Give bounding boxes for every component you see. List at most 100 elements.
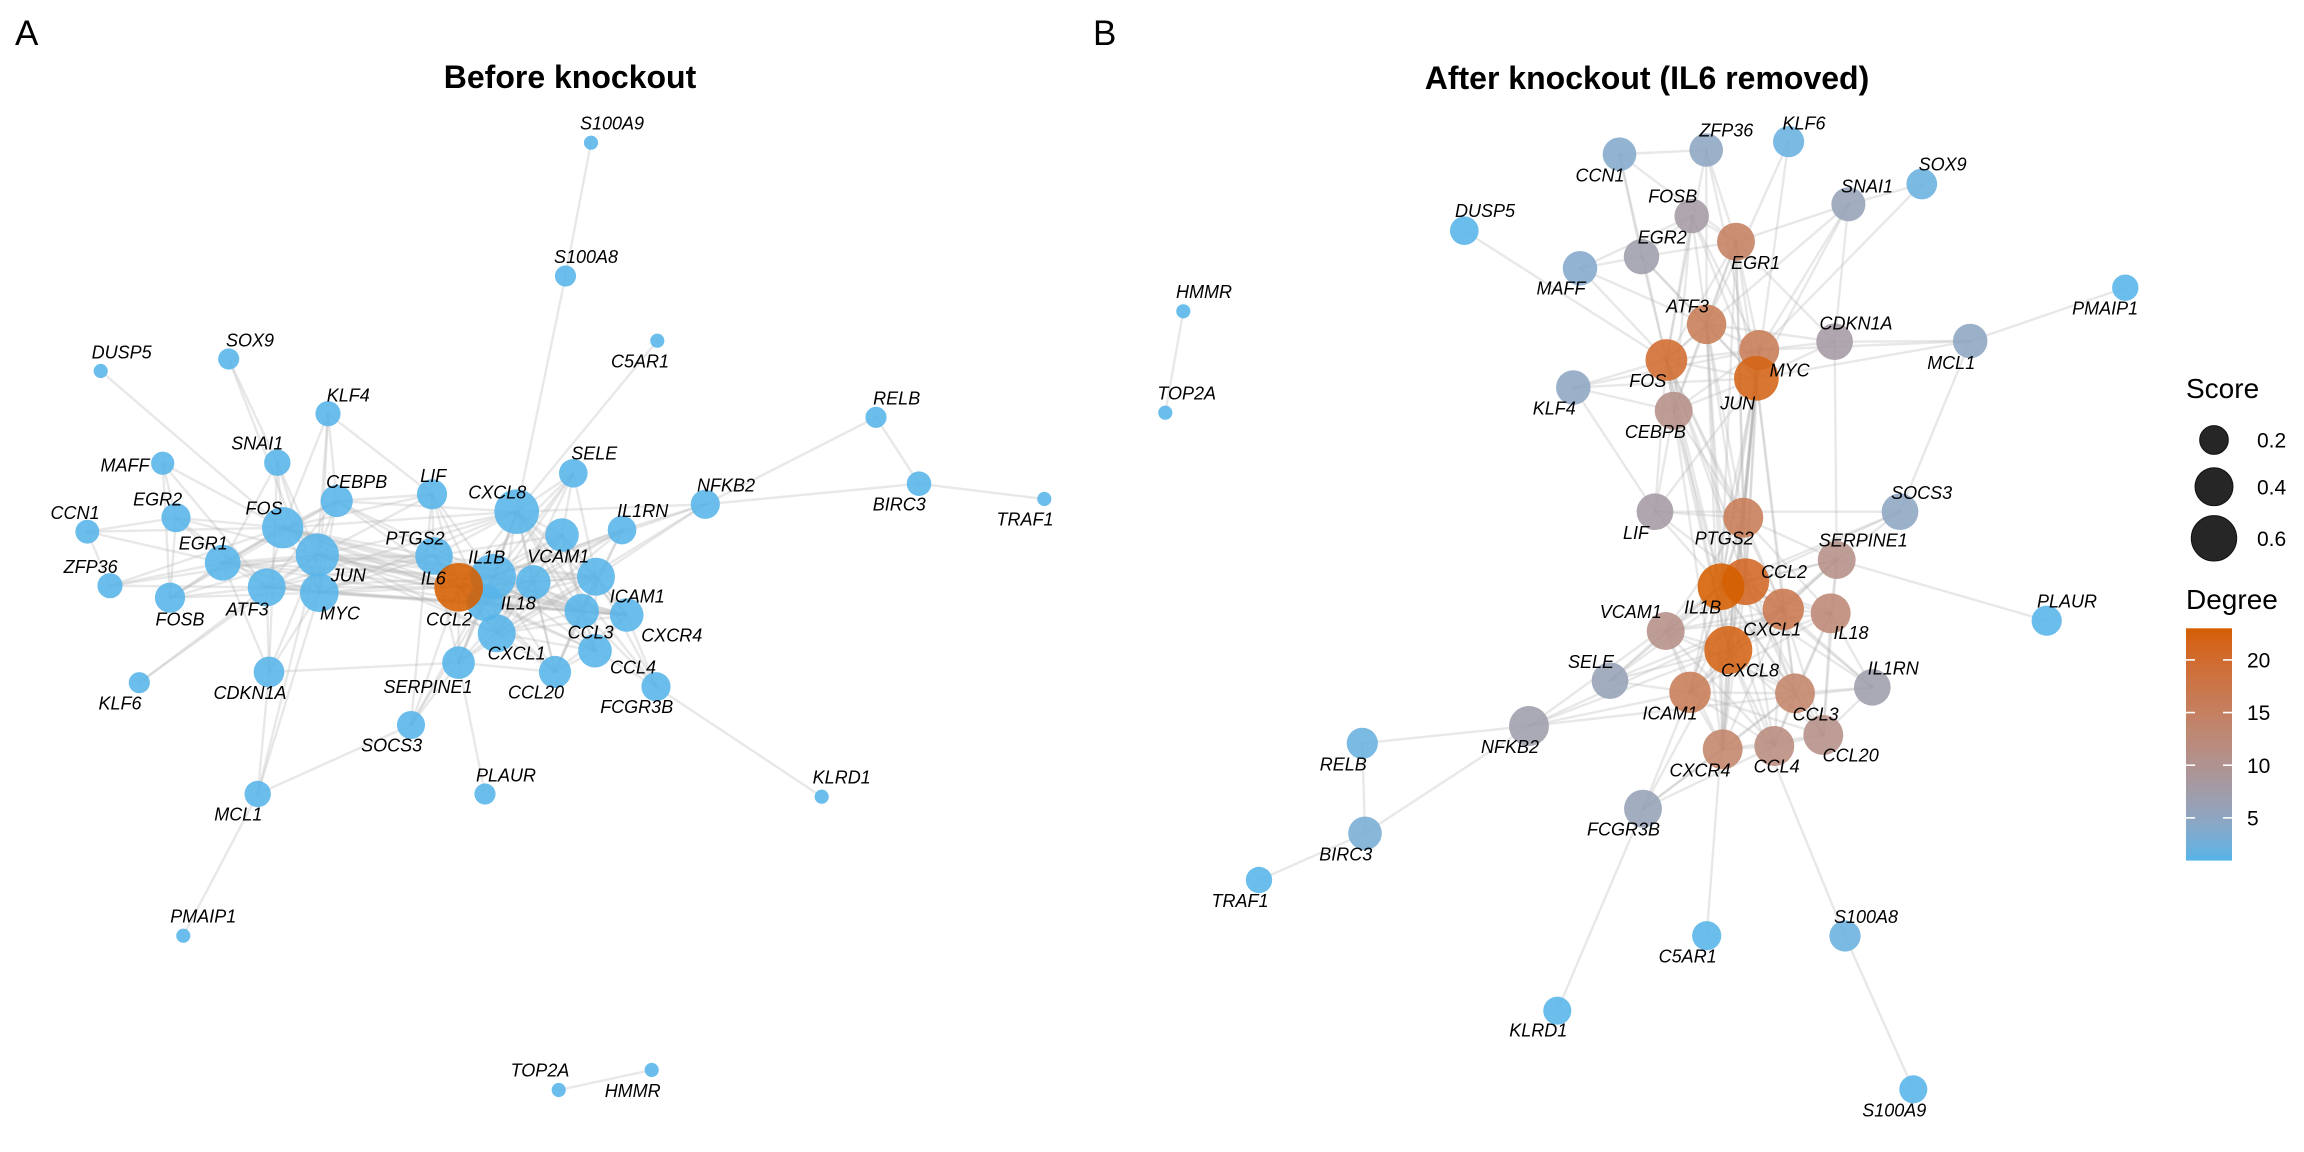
node-maff bbox=[1562, 251, 1598, 286]
node-sox9 bbox=[1906, 168, 1938, 200]
panel-a-labels: S100A9 S100A8 C5AR1 DUSP5 SOX9 KLF4 RELB SNAI1 M… bbox=[50, 114, 1053, 1101]
legend: Score 0.2 0.4 0.6 Degree 5 10 15 20 bbox=[2186, 373, 2287, 861]
colorbar-slice bbox=[2186, 644, 2232, 649]
label-lif: LIF bbox=[420, 466, 447, 486]
node-birc3 bbox=[1348, 816, 1382, 851]
label-ccl4: CCL4 bbox=[610, 658, 656, 678]
network-edge bbox=[1757, 339, 1972, 352]
colorbar-slice bbox=[2186, 824, 2232, 829]
node-snai1 bbox=[1831, 187, 1866, 222]
node-cxcl8 bbox=[494, 489, 540, 535]
network-edge bbox=[515, 274, 567, 513]
node-socs3 bbox=[396, 710, 426, 740]
label-maff: MAFF bbox=[101, 455, 151, 475]
network-edge bbox=[483, 601, 628, 617]
label-klf4: KLF4 bbox=[327, 385, 370, 405]
network-edge bbox=[1672, 409, 1723, 588]
network-edge bbox=[1653, 377, 1758, 513]
label-mcl1: MCL1 bbox=[214, 805, 262, 825]
network-edge bbox=[1843, 934, 1915, 1091]
colorbar-slice bbox=[2186, 836, 2232, 841]
label-relb: RELB bbox=[873, 389, 920, 409]
network-edge bbox=[174, 516, 319, 557]
colorbar-slice bbox=[2186, 656, 2232, 661]
node-ptgs2 bbox=[1723, 497, 1764, 538]
network-edge bbox=[316, 412, 330, 557]
label-ccl20: CCL20 bbox=[1823, 745, 1879, 765]
network-edge bbox=[1361, 724, 1531, 745]
network-edge bbox=[515, 339, 659, 513]
network-edge bbox=[1688, 691, 1825, 737]
network-edge bbox=[1744, 510, 1902, 583]
label-plaur: PLAUR bbox=[2037, 591, 2097, 611]
node-dusp5 bbox=[1449, 216, 1479, 246]
node-jun bbox=[1734, 355, 1779, 401]
node-sox9 bbox=[218, 348, 240, 370]
node-fos bbox=[1645, 339, 1688, 381]
network-edge bbox=[1822, 558, 1838, 737]
colorbar-slice bbox=[2186, 700, 2232, 705]
colorbar-slice bbox=[2186, 660, 2232, 665]
label-s100a9: S100A9 bbox=[580, 114, 644, 134]
node-cxcl1 bbox=[1762, 588, 1805, 631]
network-edge bbox=[138, 553, 319, 684]
network-edge bbox=[182, 792, 259, 937]
network-edge bbox=[1665, 214, 1693, 362]
network-edge bbox=[1578, 267, 1708, 326]
node-fosb bbox=[1674, 198, 1709, 234]
network-edge bbox=[86, 526, 284, 533]
node-cxcr4 bbox=[609, 598, 644, 632]
network-edge bbox=[654, 685, 823, 798]
label-cxcr4: CXCR4 bbox=[641, 625, 702, 645]
node-klf4 bbox=[1556, 370, 1591, 405]
score-key-label: 0.4 bbox=[2257, 476, 2287, 499]
colorbar-slice bbox=[2186, 800, 2232, 805]
network-edge bbox=[1755, 339, 1972, 380]
label-ccn1: CCN1 bbox=[50, 503, 99, 523]
label-lif: LIF bbox=[1623, 523, 1650, 543]
score-key-circle bbox=[2194, 467, 2234, 507]
network-edge bbox=[495, 613, 628, 635]
colorbar-slice bbox=[2186, 844, 2232, 849]
network-edge bbox=[1527, 648, 1730, 728]
node-il1b bbox=[1697, 563, 1745, 611]
colorbar-slice bbox=[2186, 780, 2232, 785]
network-edge bbox=[564, 141, 593, 278]
colorbar-slice bbox=[2186, 788, 2232, 793]
network-edge bbox=[1721, 608, 1785, 751]
colorbar-slice bbox=[2186, 636, 2232, 641]
colorbar-slice bbox=[2186, 776, 2232, 781]
node-il18 bbox=[516, 565, 551, 600]
network-edge bbox=[1744, 580, 1776, 748]
colorbar-slice bbox=[2186, 668, 2232, 673]
node-ccl4 bbox=[578, 633, 612, 668]
label-sox9: SOX9 bbox=[1919, 154, 1967, 174]
label-klf6: KLF6 bbox=[1782, 114, 1826, 134]
node-pmaip1 bbox=[176, 928, 191, 943]
network-edge bbox=[495, 575, 598, 635]
colorbar-slice bbox=[2186, 640, 2232, 645]
colorbar-slice bbox=[2186, 804, 2232, 809]
network-edge bbox=[1672, 409, 1730, 652]
node-vcam1 bbox=[1646, 612, 1685, 650]
network-edge bbox=[1898, 339, 1972, 513]
colorbar-slice bbox=[2186, 684, 2232, 689]
score-key-circle bbox=[2199, 425, 2229, 455]
colorbar-slice bbox=[2186, 748, 2232, 753]
node-atf3 bbox=[1686, 304, 1727, 345]
network-edge bbox=[318, 554, 436, 594]
panel-b-letter: B bbox=[1093, 14, 1116, 53]
label-icam1: ICAM1 bbox=[610, 586, 665, 606]
network-edge bbox=[267, 461, 279, 674]
label-c5ar1: C5AR1 bbox=[1659, 946, 1717, 966]
label-fcgr3b: FCGR3B bbox=[1587, 819, 1660, 839]
node-serpine1 bbox=[442, 646, 475, 680]
colorbar-slice bbox=[2186, 752, 2232, 757]
network-edge bbox=[1744, 580, 1825, 737]
label-klf6: KLF6 bbox=[98, 694, 142, 714]
panel-a-title: Before knockout bbox=[444, 59, 697, 95]
node-hmmr bbox=[644, 1062, 659, 1078]
node-klf6 bbox=[1772, 126, 1805, 158]
colorbar-slice bbox=[2186, 744, 2232, 749]
